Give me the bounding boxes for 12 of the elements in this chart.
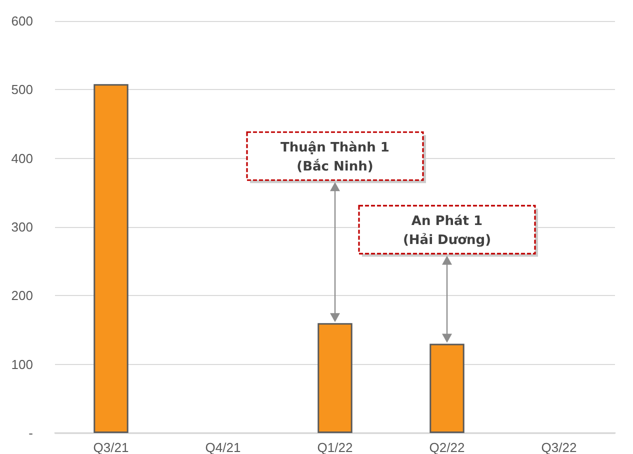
y-tick-label: 400 xyxy=(11,150,33,166)
y-tick-label: 300 xyxy=(11,220,33,234)
y-tick-label: 500 xyxy=(11,82,33,98)
annotation: An Phát 1 (Hải Dương) xyxy=(402,214,492,248)
y-tick-label: 600 xyxy=(11,14,33,28)
bar xyxy=(430,344,464,433)
y-tick-label: 100 xyxy=(11,356,33,372)
bar xyxy=(318,323,352,433)
annotation: Thuận Thành 1 (Bắc Ninh) xyxy=(280,140,390,175)
bar xyxy=(94,84,128,433)
y-tick-label: - xyxy=(28,426,33,440)
y-tick-label: 200 xyxy=(11,288,33,304)
